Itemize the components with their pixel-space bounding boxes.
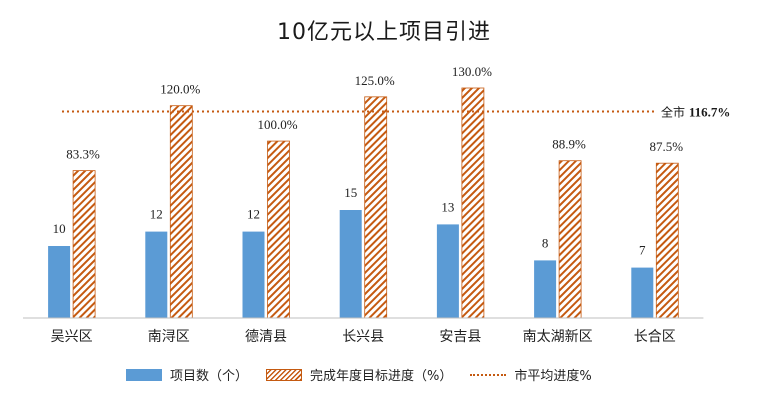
legend-item-city-average: 市平均进度% xyxy=(470,365,592,384)
legend-swatch-hatched xyxy=(266,368,303,381)
data-label-progress: 120.0% xyxy=(160,82,200,97)
bar-project-count xyxy=(48,246,71,318)
reference-line-label: 全市 116.7% xyxy=(661,105,730,120)
data-label-project-count: 13 xyxy=(441,199,454,214)
legend-item-project-count: 项目数（个） xyxy=(126,365,248,384)
legend-label: 市平均进度% xyxy=(514,369,592,384)
bar-project-count xyxy=(534,260,557,318)
x-tick-label: 南浔区 xyxy=(148,329,190,345)
data-label-progress: 88.9% xyxy=(552,137,586,152)
bar-progress xyxy=(558,160,582,319)
legend-label: 项目数（个） xyxy=(170,369,249,384)
bar-progress xyxy=(655,162,679,319)
bar-progress xyxy=(72,170,96,319)
data-label-project-count: 12 xyxy=(150,207,163,222)
data-label-progress: 83.3% xyxy=(66,147,100,162)
x-tick-label: 吴兴区 xyxy=(51,329,93,345)
legend-swatch-solid xyxy=(126,368,162,381)
bar-project-count xyxy=(436,224,459,318)
bar-project-count xyxy=(242,231,265,318)
chart-title: 10亿元以上项目引进 xyxy=(277,20,491,45)
data-label-progress: 125.0% xyxy=(355,73,395,88)
chart-legend: 项目数（个） 完成年度目标进度（%） 市平均进度% xyxy=(126,365,610,384)
data-label-progress: 130.0% xyxy=(452,64,492,79)
legend-swatch-dotted xyxy=(470,373,507,376)
data-label-project-count: 8 xyxy=(542,235,549,250)
data-label-project-count: 15 xyxy=(344,185,357,200)
bar-progress xyxy=(267,140,290,319)
x-tick-label: 南太湖新区 xyxy=(523,329,593,345)
bar-project-count xyxy=(631,267,654,318)
x-tick-label: 安吉县 xyxy=(439,329,481,345)
data-label-progress: 87.5% xyxy=(650,139,684,154)
bar-project-count xyxy=(339,210,362,318)
data-label-project-count: 7 xyxy=(639,243,646,258)
x-tick-label: 德清县 xyxy=(245,329,287,345)
legend-item-progress: 完成年度目标进度（%） xyxy=(266,365,452,384)
x-tick-label: 长兴县 xyxy=(342,329,384,345)
bar-project-count xyxy=(145,231,168,318)
data-label-project-count: 12 xyxy=(247,207,260,222)
x-tick-label: 长合区 xyxy=(634,329,676,345)
bar-progress xyxy=(461,87,485,319)
bar-progress xyxy=(169,105,193,319)
data-label-project-count: 10 xyxy=(53,221,66,236)
data-label-progress: 100.0% xyxy=(257,117,297,132)
bar-progress xyxy=(364,96,388,319)
legend-label: 完成年度目标进度（%） xyxy=(310,369,453,384)
